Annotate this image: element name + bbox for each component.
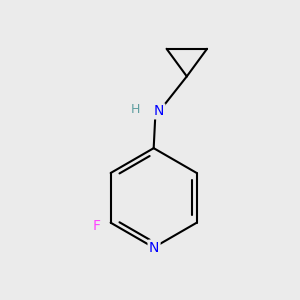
Text: H: H bbox=[130, 103, 140, 116]
Text: F: F bbox=[93, 219, 101, 232]
Text: N: N bbox=[154, 104, 164, 118]
Text: N: N bbox=[149, 241, 159, 255]
